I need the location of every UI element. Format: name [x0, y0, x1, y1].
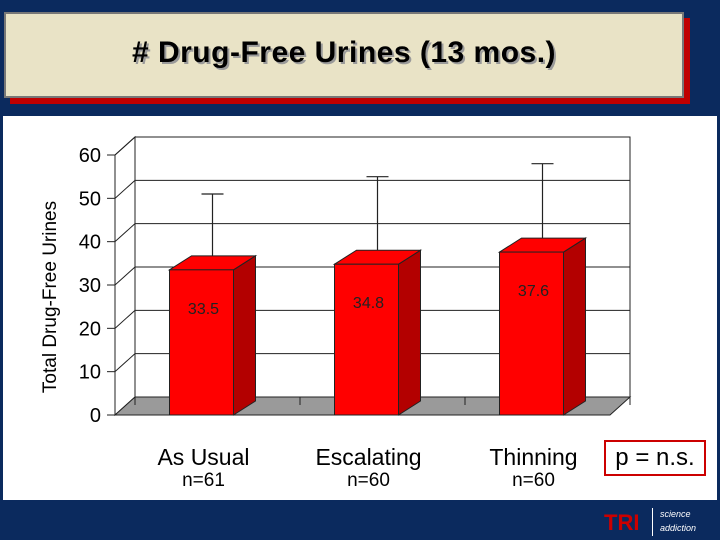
- tri-logo-mark: TRI: [604, 510, 640, 535]
- bar-side: [233, 254, 256, 416]
- y-tick-label: 50: [79, 188, 101, 210]
- gridline: [114, 223, 630, 243]
- bar: [169, 269, 234, 416]
- y-axis-label: Total Drug-Free Urines: [40, 201, 61, 393]
- y-tick-label: 20: [79, 318, 101, 340]
- category-label: Thinning: [489, 444, 577, 470]
- logo-divider: [652, 508, 653, 536]
- bar-side: [563, 237, 586, 416]
- bar: [334, 263, 399, 416]
- sample-size-label: n=60: [512, 470, 555, 491]
- y-tick-label: 0: [90, 405, 101, 427]
- title-box: # Drug-Free Urines (13 mos.): [4, 12, 684, 98]
- p-value-box: p = n.s.: [604, 440, 706, 476]
- category-label: As Usual: [157, 444, 249, 470]
- gridline: [114, 309, 630, 329]
- logo-line-2: addiction: [660, 523, 697, 533]
- gridline: [114, 266, 630, 286]
- sample-size-label: n=60: [347, 470, 390, 491]
- bar-side: [398, 249, 421, 416]
- gridline: [114, 136, 630, 156]
- data-label: 37.6: [518, 283, 549, 300]
- bar: [499, 251, 564, 416]
- logo-line-1: science: [660, 509, 691, 519]
- y-tick-label: 30: [79, 275, 101, 297]
- data-label: 34.8: [353, 295, 384, 312]
- y-tick-label: 40: [79, 232, 101, 254]
- category-label: Escalating: [315, 444, 421, 470]
- gridline: [114, 179, 630, 199]
- y-tick-label: 10: [79, 362, 101, 384]
- data-label: 33.5: [188, 301, 219, 318]
- gridline: [114, 353, 630, 373]
- slide-title: # Drug-Free Urines (13 mos.): [131, 36, 557, 69]
- y-tick-label: 60: [79, 145, 101, 167]
- sample-size-label: n=61: [182, 470, 225, 491]
